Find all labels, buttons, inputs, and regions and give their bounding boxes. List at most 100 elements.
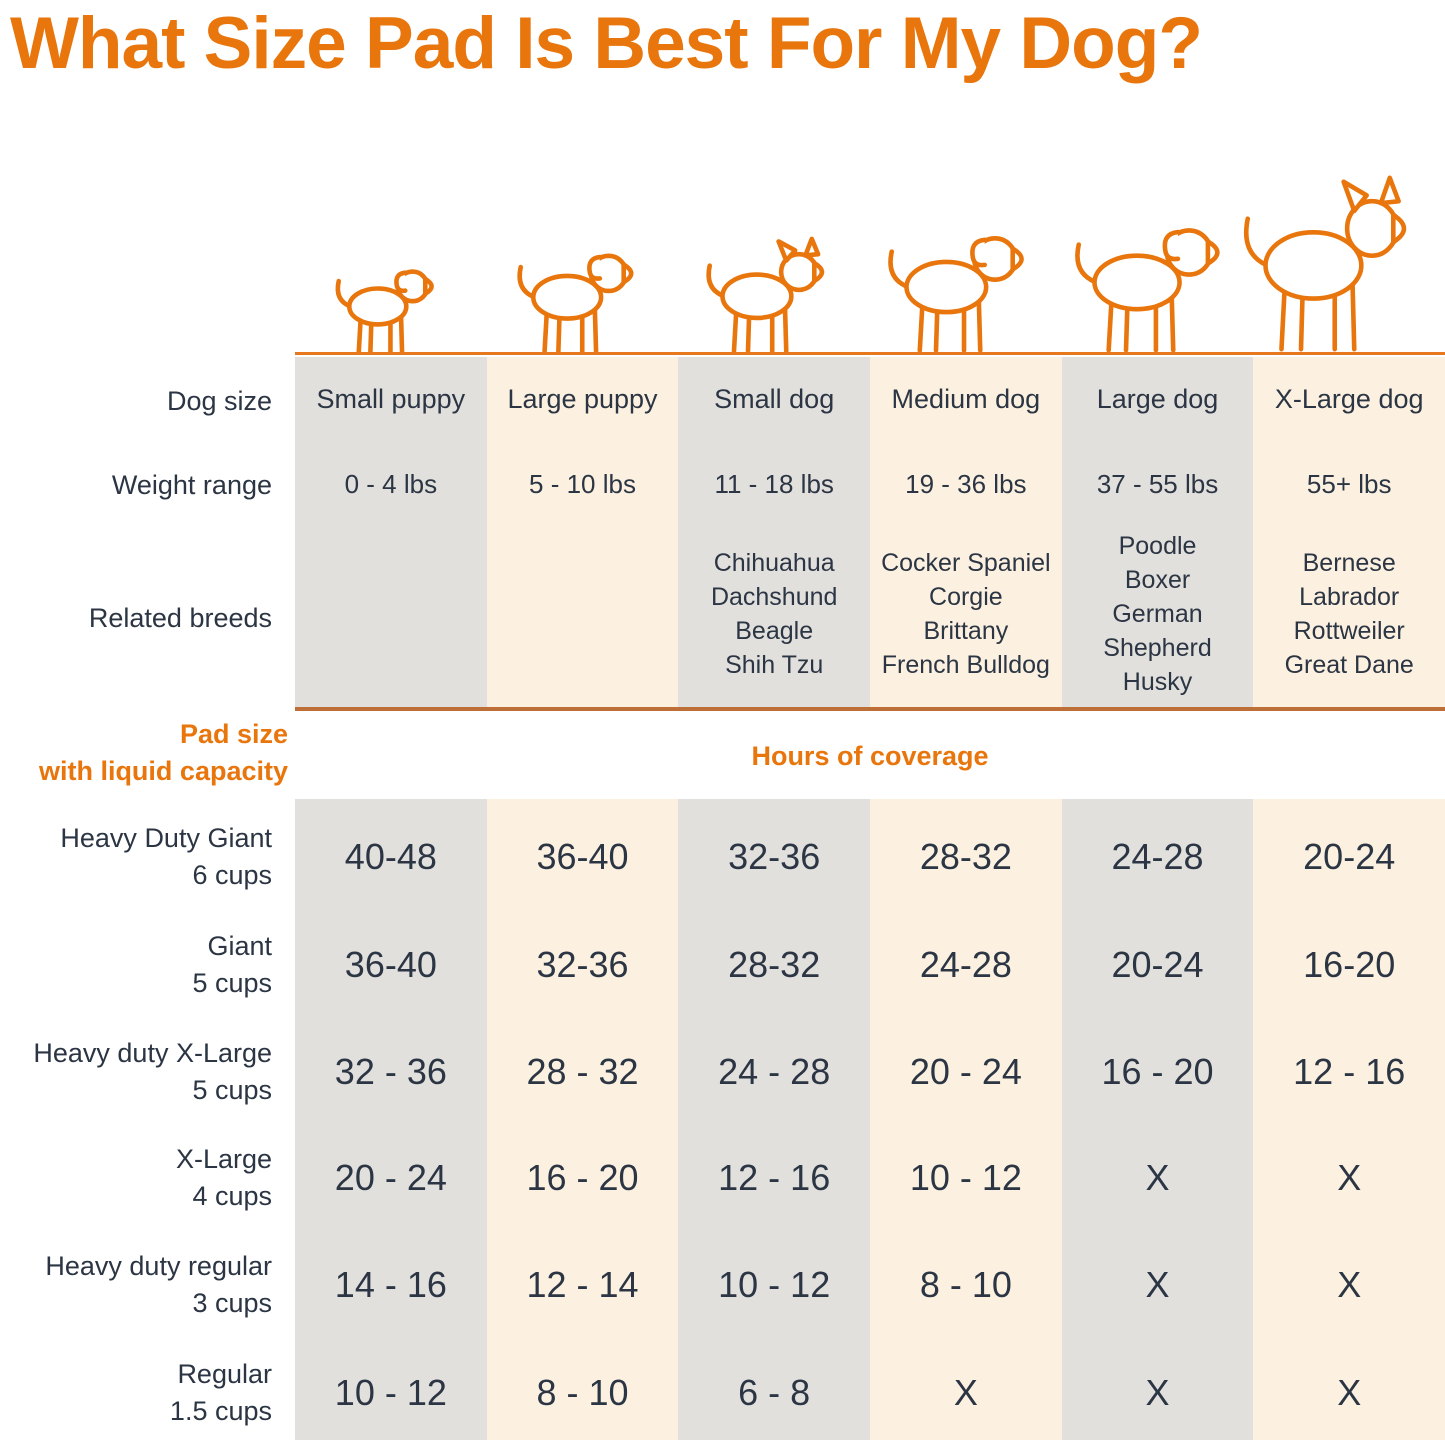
hours-row: 32 - 36 28 - 32 24 - 28 20 - 24 16 - 20 … bbox=[295, 1019, 1445, 1125]
column-band bbox=[487, 357, 678, 707]
breed-item: Corgie bbox=[929, 583, 1003, 611]
hours-cell: 10 - 12 bbox=[334, 1372, 447, 1413]
column-band bbox=[678, 357, 870, 707]
pad-row-label: Giant 5 cups bbox=[0, 928, 272, 1002]
column-band bbox=[295, 357, 487, 707]
hours-cell: 8 - 10 bbox=[536, 1372, 629, 1413]
breeds-cell: Poodle Boxer German Shepherd Husky bbox=[1062, 520, 1254, 708]
pad-size-header-line2: with liquid capacity bbox=[38, 756, 288, 786]
weight-cell: 11 - 18 lbs bbox=[714, 469, 834, 499]
dog-size-cell: X-Large dog bbox=[1274, 384, 1424, 414]
hours-cell: 28 - 32 bbox=[526, 1051, 639, 1092]
hours-cell: 24-28 bbox=[1111, 836, 1204, 877]
hours-cell: X bbox=[1337, 1157, 1362, 1198]
breed-item: French Bulldog bbox=[881, 651, 1050, 679]
pad-capacity: 5 cups bbox=[192, 1075, 272, 1105]
pad-capacity: 5 cups bbox=[192, 968, 272, 998]
dog-icon-large-dog bbox=[1063, 213, 1252, 355]
hours-cell: 6 - 8 bbox=[738, 1372, 811, 1413]
breed-item: Boxer bbox=[1124, 566, 1191, 594]
pad-name: Heavy Duty Giant bbox=[60, 823, 272, 853]
dog-size-cell: Large puppy bbox=[507, 384, 658, 414]
dog-size-cell: Medium dog bbox=[891, 384, 1041, 414]
dog-size-cell: Small puppy bbox=[316, 384, 466, 414]
row-label-weight-range: Weight range bbox=[111, 470, 272, 500]
weight-range-row: 0 - 4 lbs 5 - 10 lbs 11 - 18 lbs 19 - 36… bbox=[295, 442, 1445, 527]
hours-row: 20 - 24 16 - 20 12 - 16 10 - 12 X X bbox=[295, 1125, 1445, 1231]
row-label-dog-size: Dog size bbox=[166, 386, 272, 416]
hours-row: 36-40 32-36 28-32 24-28 20-24 16-20 bbox=[295, 912, 1445, 1018]
hours-cell: 32-36 bbox=[728, 836, 821, 877]
breeds-cell: Cocker Spaniel Corgie Brittany French Bu… bbox=[870, 520, 1062, 708]
hours-cell: X bbox=[1337, 1264, 1362, 1305]
hours-cell: 36-40 bbox=[536, 836, 629, 877]
dog-icon-x-large-dog bbox=[1230, 172, 1443, 355]
hours-cell: 32 - 36 bbox=[334, 1051, 447, 1092]
dog-icon-medium-dog bbox=[877, 222, 1054, 355]
pad-capacity: 3 cups bbox=[192, 1288, 272, 1318]
hours-cell: 10 - 12 bbox=[909, 1157, 1022, 1198]
hours-cell: 20 - 24 bbox=[334, 1157, 447, 1198]
weight-cell: 19 - 36 lbs bbox=[905, 469, 1027, 499]
hours-cell: 24-28 bbox=[919, 944, 1012, 985]
hours-cell: 12 - 16 bbox=[1293, 1051, 1406, 1092]
pad-capacity: 6 cups bbox=[192, 860, 272, 890]
pad-row-label: X-Large 4 cups bbox=[0, 1141, 272, 1215]
section-divider-line bbox=[295, 707, 1445, 711]
breed-item: Bernese bbox=[1302, 549, 1396, 577]
hours-cell: 40-48 bbox=[344, 836, 437, 877]
breeds-cell-empty bbox=[487, 520, 679, 708]
hours-cell: 28-32 bbox=[919, 836, 1012, 877]
hours-cell: 12 - 16 bbox=[718, 1157, 831, 1198]
pad-name: Heavy duty X-Large bbox=[33, 1038, 272, 1068]
weight-cell: 5 - 10 lbs bbox=[529, 469, 636, 499]
hours-cell: X bbox=[1145, 1157, 1170, 1198]
dog-icon-small-dog bbox=[697, 235, 850, 355]
breed-item: Husky bbox=[1122, 668, 1193, 696]
hours-cell: 28-32 bbox=[728, 944, 821, 985]
pad-row-label: Heavy duty regular 3 cups bbox=[0, 1248, 272, 1322]
pad-row-label: Regular 1.5 cups bbox=[0, 1356, 272, 1430]
pad-name: Regular bbox=[177, 1359, 272, 1389]
page-title: What Size Pad Is Best For My Dog? bbox=[10, 3, 1203, 84]
breed-item: Great Dane bbox=[1284, 651, 1414, 679]
pad-capacity: 1.5 cups bbox=[169, 1396, 272, 1426]
pad-size-header: Pad size with liquid capacity bbox=[0, 716, 288, 790]
breed-item: Cocker Spaniel bbox=[881, 549, 1051, 577]
hours-cell: 10 - 12 bbox=[718, 1264, 831, 1305]
breed-item: Shih Tzu bbox=[725, 651, 824, 679]
hours-cell: 16 - 20 bbox=[526, 1157, 639, 1198]
column-band bbox=[487, 799, 678, 1440]
pad-name: Giant bbox=[207, 931, 272, 961]
breeds-cell-empty bbox=[295, 520, 487, 708]
pad-row-label: Heavy Duty Giant 6 cups bbox=[0, 820, 272, 894]
dog-icon-large-puppy bbox=[508, 242, 659, 355]
hours-cell: 36-40 bbox=[344, 944, 437, 985]
hours-cell: X bbox=[1145, 1372, 1170, 1413]
hours-cell: 20 - 24 bbox=[909, 1051, 1022, 1092]
dog-size-cell: Small dog bbox=[714, 384, 835, 414]
hours-row: 14 - 16 12 - 14 10 - 12 8 - 10 X X bbox=[295, 1232, 1445, 1338]
pad-row-label: Heavy duty X-Large 5 cups bbox=[0, 1035, 272, 1109]
column-band bbox=[1253, 799, 1445, 1440]
hours-cell: X bbox=[1145, 1264, 1170, 1305]
breed-item: Rottweiler bbox=[1293, 617, 1405, 645]
pad-name: Heavy duty regular bbox=[45, 1251, 272, 1281]
breed-item: Labrador bbox=[1299, 583, 1400, 611]
breed-item: German Shepherd bbox=[1103, 600, 1212, 662]
hours-cell: 14 - 16 bbox=[334, 1264, 447, 1305]
hours-row: 10 - 12 8 - 10 6 - 8 X X X bbox=[295, 1340, 1445, 1446]
pad-name: X-Large bbox=[175, 1144, 272, 1174]
breed-item: Chihuahua bbox=[713, 549, 835, 577]
breed-item: Dachshund bbox=[710, 583, 838, 611]
hours-cell: 8 - 10 bbox=[919, 1264, 1012, 1305]
hours-cell: X bbox=[1337, 1372, 1362, 1413]
breed-item: Poodle bbox=[1118, 532, 1197, 560]
hours-cell: X bbox=[953, 1372, 978, 1413]
hours-cell: 16 - 20 bbox=[1101, 1051, 1214, 1092]
column-band bbox=[678, 799, 870, 1440]
breed-item: Brittany bbox=[923, 617, 1009, 645]
hours-cell: 16-20 bbox=[1303, 944, 1396, 985]
hours-cell: 12 - 14 bbox=[526, 1264, 639, 1305]
